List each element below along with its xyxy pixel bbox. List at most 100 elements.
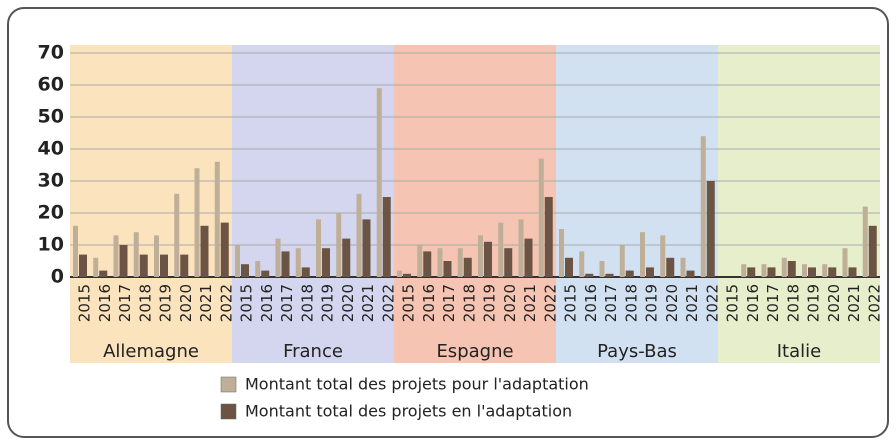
x-tick-label: 2020 [339, 284, 357, 322]
y-tick-label: 20 [38, 202, 64, 224]
x-tick-label: 2017 [116, 284, 134, 322]
legend-label: Montant total des projets pour l'adaptat… [245, 375, 589, 394]
bar [295, 248, 301, 277]
bar [646, 267, 654, 277]
group-panel [394, 45, 556, 363]
bar [235, 245, 240, 277]
bar [160, 254, 168, 277]
bar [781, 257, 787, 277]
bar [686, 270, 695, 277]
bar [214, 161, 220, 277]
bar [484, 241, 492, 277]
bar [174, 193, 180, 277]
bar [119, 245, 128, 277]
bar [417, 245, 423, 277]
x-tick-label: 2022 [217, 284, 235, 322]
x-tick-label: 2016 [744, 284, 762, 322]
bar [842, 248, 848, 277]
bar [275, 238, 281, 277]
bar [802, 264, 807, 277]
bar [382, 197, 391, 277]
bar [180, 254, 189, 277]
bar [362, 219, 371, 277]
bar [397, 270, 402, 277]
bar [255, 261, 261, 277]
bar [524, 238, 533, 277]
x-tick-label: 2018 [784, 284, 802, 322]
bar [787, 261, 796, 277]
bar [544, 197, 553, 277]
bar [154, 235, 159, 277]
bar [478, 235, 483, 277]
panels [70, 45, 880, 363]
bar [316, 219, 321, 277]
group-label: Pays-Bas [597, 341, 677, 362]
bar [706, 181, 715, 277]
x-tick-label: 2021 [683, 284, 701, 322]
x-tick-label: 2015 [76, 284, 94, 322]
bar [194, 168, 200, 277]
bar [99, 270, 108, 277]
x-tick-label: 2021 [197, 284, 215, 322]
bar [281, 251, 290, 277]
bar [336, 213, 342, 277]
group-panel [70, 45, 232, 363]
bar [457, 248, 463, 277]
bar [559, 229, 564, 277]
x-tick-label: 2021 [521, 284, 539, 322]
x-tick-label: 2018 [460, 284, 478, 322]
bar [133, 232, 139, 277]
x-tick-label: 2018 [298, 284, 316, 322]
bar [585, 273, 594, 277]
bar [538, 158, 544, 277]
x-tick-label: 2017 [602, 284, 620, 322]
x-tick-label: 2021 [359, 284, 377, 322]
y-tick-label: 30 [38, 170, 64, 192]
group-panel [232, 45, 394, 363]
bar [200, 225, 209, 277]
bars [73, 88, 877, 277]
bar [761, 264, 767, 277]
bar [139, 254, 148, 277]
bar [463, 257, 472, 277]
x-tick-label: 2015 [724, 284, 742, 322]
bar [619, 245, 625, 277]
bar [93, 257, 99, 277]
y-tick-label: 10 [38, 234, 64, 256]
bar [437, 248, 443, 277]
bar [73, 225, 78, 277]
x-tick-label: 2018 [622, 284, 640, 322]
bar [868, 225, 877, 277]
bar [680, 257, 686, 277]
bar [113, 235, 119, 277]
x-tick-label: 2016 [582, 284, 600, 322]
x-tick-label: 2020 [663, 284, 681, 322]
x-tick-label: 2015 [238, 284, 256, 322]
x-tick-label: 2019 [805, 284, 823, 322]
group-label: France [283, 341, 343, 362]
bar [356, 193, 362, 277]
x-tick-label: 2022 [865, 284, 883, 322]
bar [301, 267, 310, 277]
x-tick-label: 2016 [96, 284, 114, 322]
bar [241, 264, 249, 277]
x-tick-label: 2020 [501, 284, 519, 322]
x-tick-label: 2017 [440, 284, 458, 322]
x-tick-label: 2022 [703, 284, 721, 322]
bar [660, 235, 666, 277]
x-tick-label: 2017 [764, 284, 782, 322]
bar [342, 238, 351, 277]
bar [504, 248, 513, 277]
x-tick-label: 2019 [481, 284, 499, 322]
bar [848, 267, 857, 277]
y-tick-label: 40 [38, 138, 64, 160]
bar [767, 267, 776, 277]
bar [498, 222, 504, 277]
x-tick-label: 2020 [177, 284, 195, 322]
bar [518, 219, 524, 277]
bar [640, 232, 645, 277]
x-tick-label: 2015 [562, 284, 580, 322]
bar [828, 267, 837, 277]
